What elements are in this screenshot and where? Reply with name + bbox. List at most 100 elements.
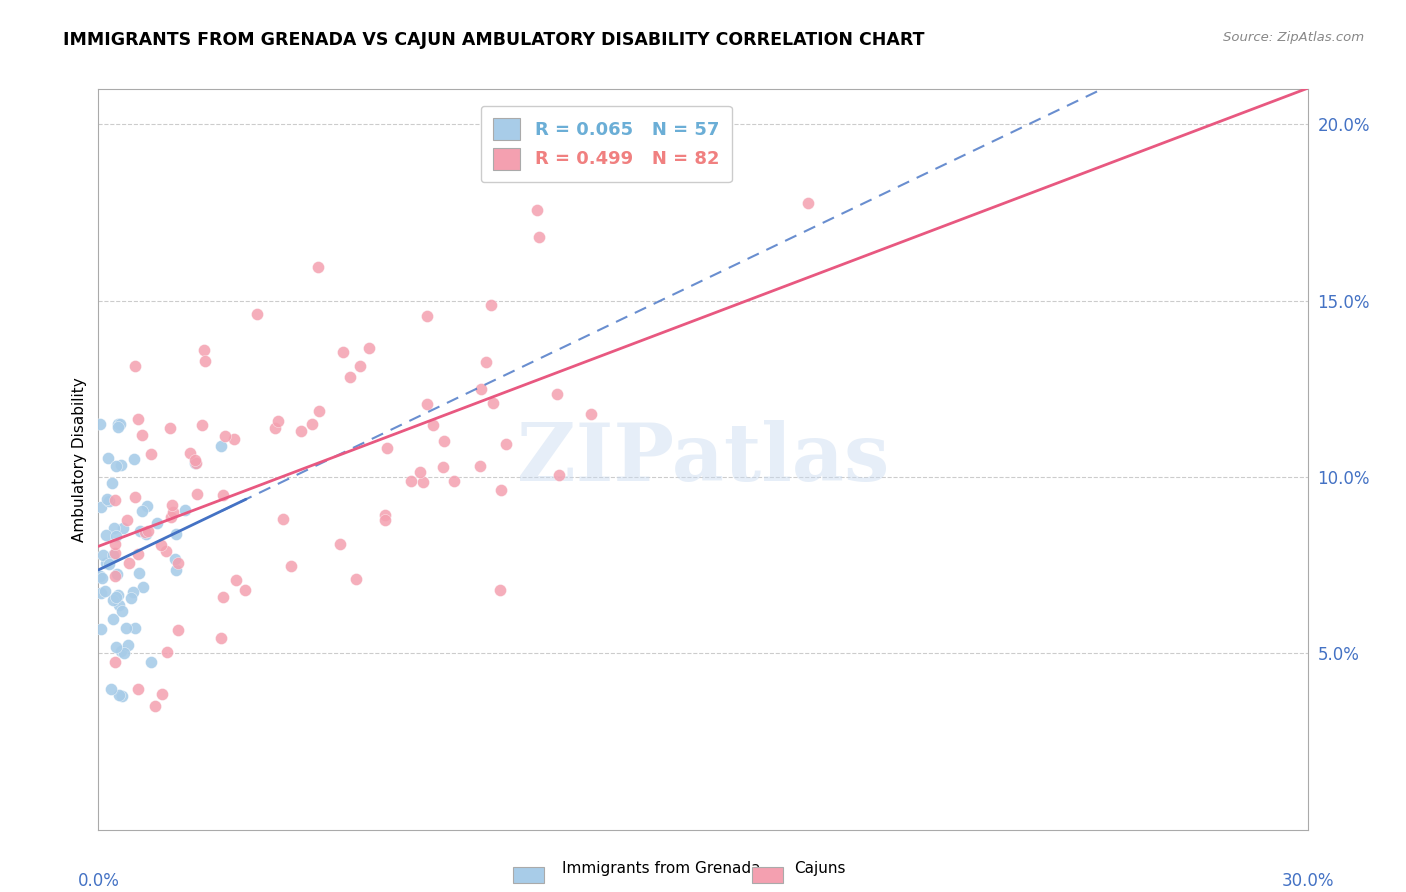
Point: [246, 307, 269, 321]
Text: 30.0%: 30.0%: [1281, 871, 1334, 890]
Point: [122, 585, 145, 599]
Point: [225, 573, 247, 587]
Point: [165, 563, 187, 577]
Point: [184, 453, 207, 467]
Point: [104, 640, 127, 654]
Text: 0.0%: 0.0%: [77, 871, 120, 890]
Point: [103, 612, 125, 626]
Point: [90, 571, 112, 585]
Point: [124, 359, 146, 374]
Point: [495, 437, 517, 451]
Point: [103, 568, 125, 582]
Point: [527, 230, 550, 244]
Point: [301, 417, 323, 431]
Point: [375, 441, 398, 455]
Point: [470, 382, 492, 396]
Point: [110, 458, 132, 473]
Point: [103, 545, 125, 559]
Point: [179, 446, 201, 460]
Point: [107, 417, 129, 431]
Point: [97, 558, 120, 572]
Point: [136, 500, 159, 514]
Point: [127, 547, 149, 561]
Point: [271, 512, 294, 526]
Point: [103, 655, 125, 669]
Point: [526, 203, 548, 218]
Point: [128, 566, 150, 580]
Point: [308, 404, 330, 418]
Point: [139, 655, 162, 669]
Point: [107, 420, 129, 434]
Point: [211, 488, 233, 502]
Point: [143, 699, 166, 714]
Point: [150, 687, 173, 701]
Point: [114, 621, 136, 635]
Point: [209, 631, 232, 645]
Point: [100, 681, 122, 696]
Point: [165, 527, 187, 541]
Point: [344, 572, 367, 586]
Point: [118, 556, 141, 570]
Point: [475, 354, 498, 368]
Point: [127, 682, 149, 697]
Point: [124, 621, 146, 635]
Text: Cajuns: Cajuns: [794, 861, 846, 876]
Point: [141, 447, 163, 461]
Point: [91, 548, 114, 562]
Point: [134, 525, 156, 540]
Point: [479, 298, 502, 312]
Point: [409, 465, 432, 479]
Point: [173, 503, 195, 517]
Text: Source: ZipAtlas.com: Source: ZipAtlas.com: [1223, 31, 1364, 45]
Point: [111, 604, 134, 618]
Point: [267, 413, 290, 427]
Point: [374, 512, 396, 526]
Point: [103, 537, 125, 551]
Point: [155, 543, 177, 558]
Point: [548, 468, 571, 483]
Point: [150, 538, 173, 552]
Point: [122, 452, 145, 467]
Point: [96, 491, 118, 506]
Point: [416, 397, 439, 411]
Point: [103, 593, 125, 607]
Point: [131, 428, 153, 442]
Point: [412, 475, 434, 489]
Point: [264, 421, 287, 435]
Point: [94, 528, 117, 542]
Point: [111, 690, 134, 704]
Point: [163, 552, 186, 566]
Point: [104, 459, 127, 474]
Point: [162, 505, 184, 519]
Point: [186, 456, 208, 470]
Point: [307, 260, 329, 275]
Point: [280, 559, 302, 574]
Point: [579, 407, 602, 421]
Point: [107, 588, 129, 602]
Point: [489, 483, 512, 497]
Point: [105, 529, 128, 543]
Point: [98, 494, 121, 508]
Point: [159, 421, 181, 435]
Point: [107, 689, 129, 703]
Point: [117, 638, 139, 652]
Point: [194, 354, 217, 368]
Point: [401, 475, 423, 489]
Point: [90, 622, 112, 636]
Point: [135, 527, 157, 541]
Point: [290, 424, 312, 438]
Point: [96, 556, 118, 570]
Point: [124, 490, 146, 504]
Point: [193, 343, 215, 357]
Point: [115, 513, 138, 527]
Point: [233, 583, 256, 598]
Point: [108, 417, 131, 431]
Point: [103, 492, 125, 507]
Text: ZIPatlas: ZIPatlas: [517, 420, 889, 499]
Point: [131, 504, 153, 518]
Point: [101, 548, 124, 562]
Point: [184, 456, 207, 470]
Point: [105, 590, 128, 604]
Point: [108, 599, 131, 613]
Point: [359, 341, 381, 355]
